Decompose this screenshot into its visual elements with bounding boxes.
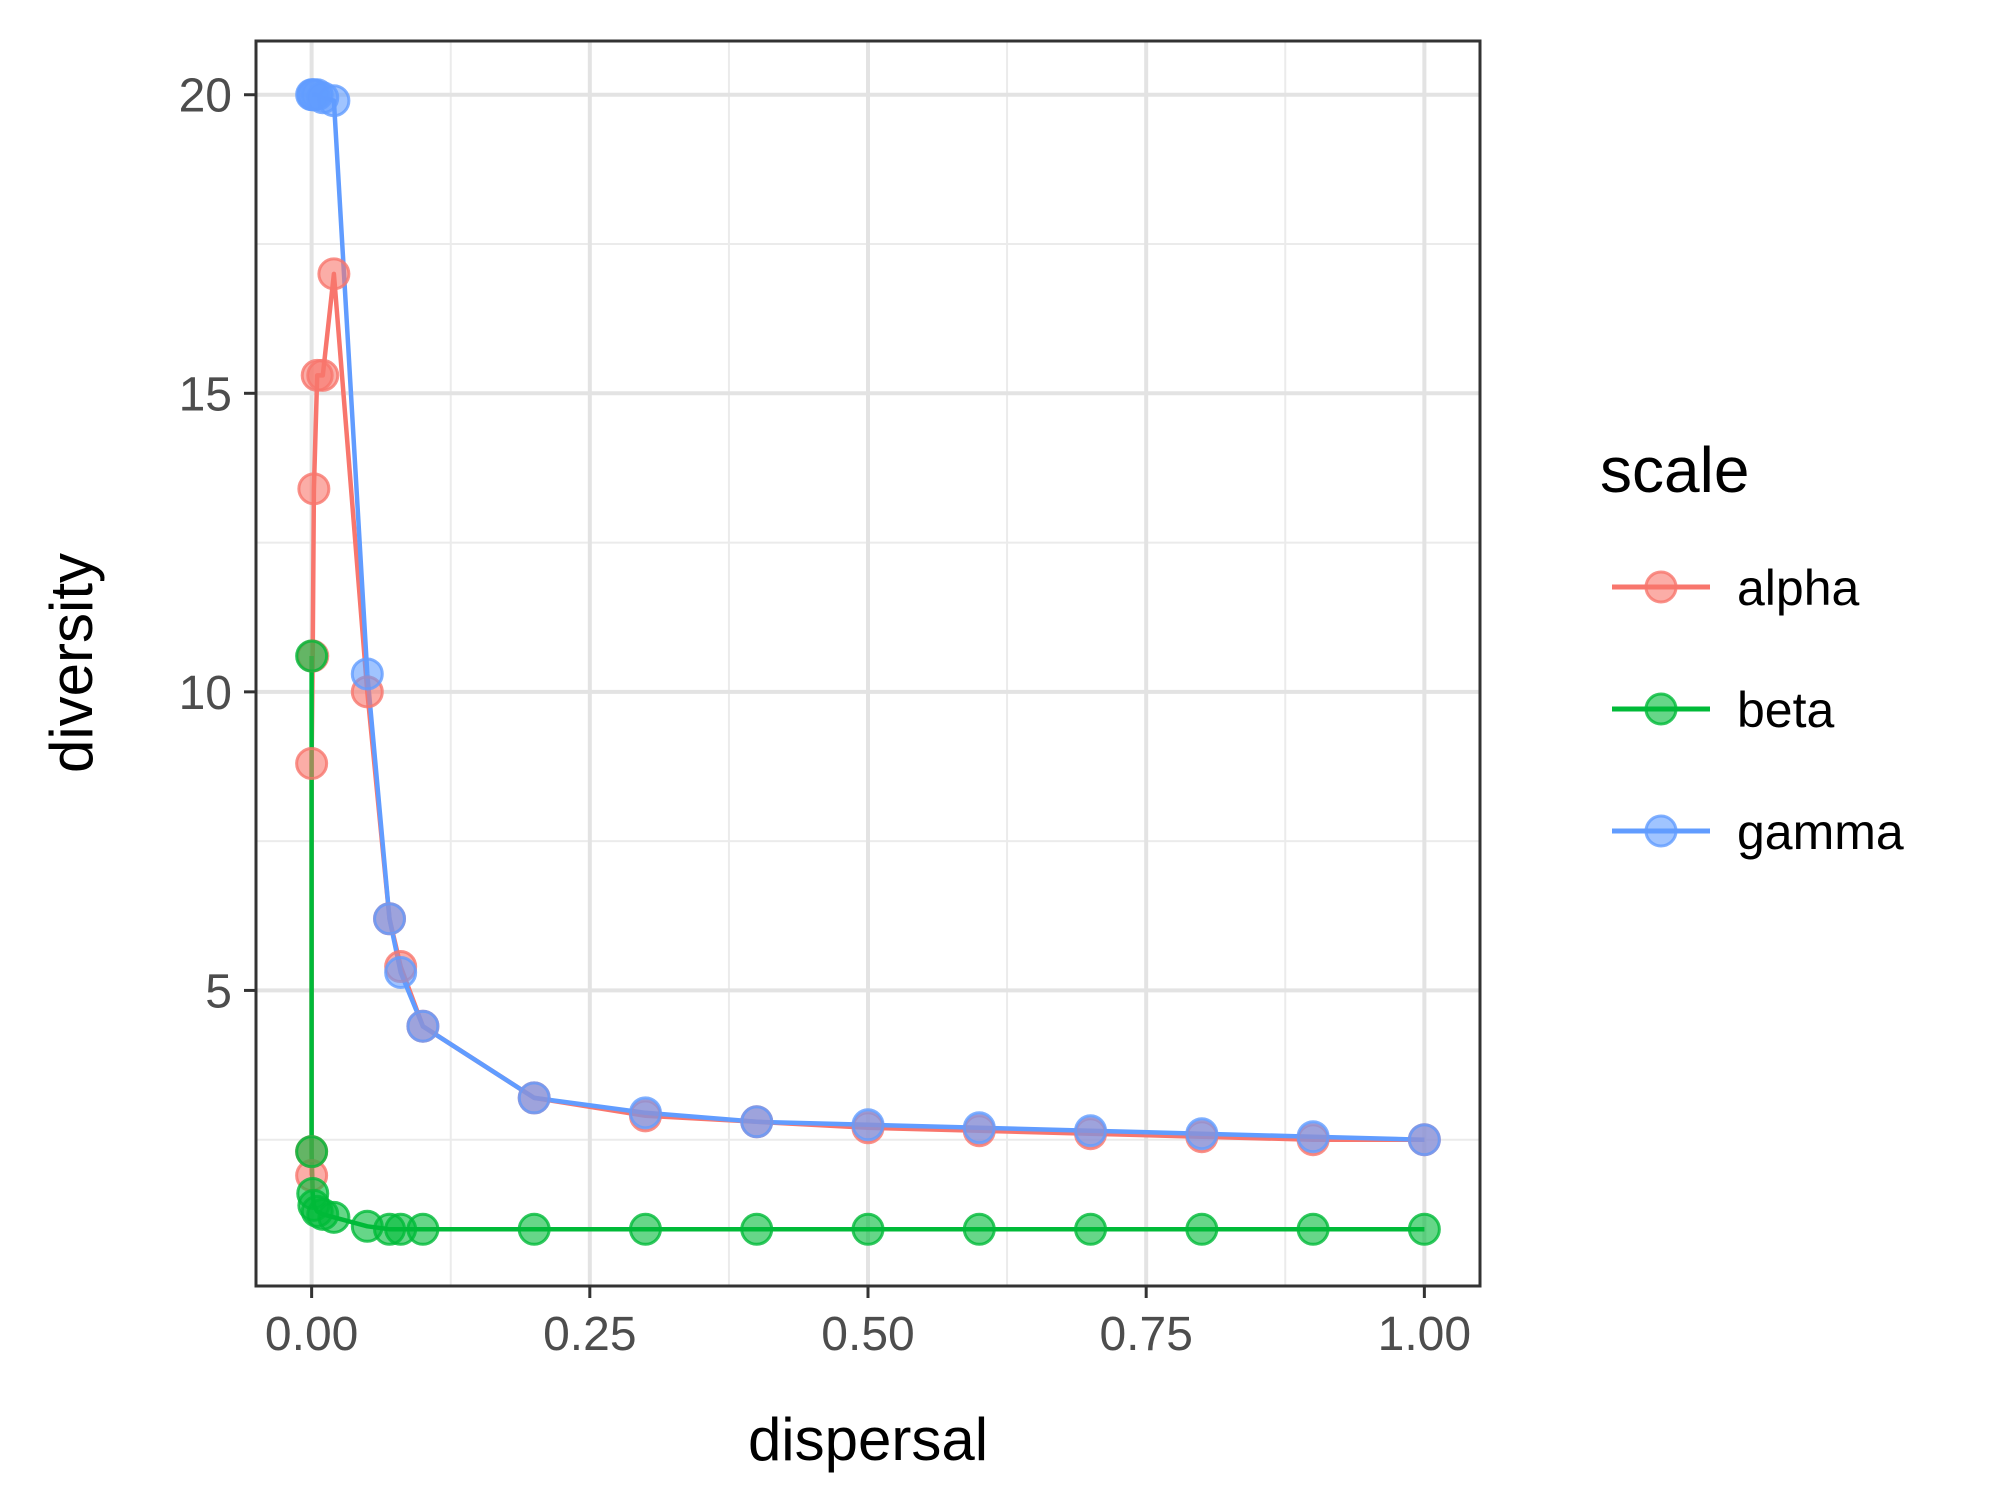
legend-label-gamma: gamma [1737, 804, 1904, 860]
x-tick-label: 1.00 [1378, 1308, 1471, 1361]
data-point-beta [1185, 1212, 1219, 1246]
y-axis: 5 10 15 20 [179, 70, 256, 1018]
data-point-beta [962, 1212, 996, 1246]
data-point-gamma [1296, 1120, 1330, 1154]
data-point-gamma [740, 1105, 774, 1139]
y-tick-label: 5 [205, 965, 232, 1018]
x-tick-label: 0.25 [543, 1308, 636, 1361]
y-tick-label: 20 [179, 70, 232, 123]
data-point-gamma [384, 956, 418, 990]
data-point-gamma [962, 1111, 996, 1145]
y-tick-label: 10 [179, 667, 232, 720]
legend: scale alpha beta gamma [1600, 434, 1904, 860]
data-point-beta [517, 1212, 551, 1246]
x-tick-label: 0.00 [265, 1308, 358, 1361]
data-point-alpha [297, 472, 331, 506]
data-point-beta [317, 1200, 351, 1234]
data-point-gamma [1074, 1114, 1108, 1148]
data-point-beta [1407, 1212, 1441, 1246]
legend-label-beta: beta [1737, 682, 1835, 738]
data-point-beta [295, 1135, 329, 1169]
data-point-beta [851, 1212, 885, 1246]
data-point-alpha [295, 747, 329, 781]
data-point-gamma [517, 1081, 551, 1115]
data-point-gamma [350, 657, 384, 691]
legend-key-point-beta [1644, 692, 1678, 726]
data-point-beta [740, 1212, 774, 1246]
data-point-gamma [317, 84, 351, 118]
data-point-beta [406, 1212, 440, 1246]
data-point-gamma [851, 1108, 885, 1142]
data-point-beta [1074, 1212, 1108, 1246]
data-point-gamma [373, 902, 407, 936]
data-point-gamma [1185, 1117, 1219, 1151]
legend-key-point-alpha [1644, 570, 1678, 604]
legend-label-alpha: alpha [1737, 560, 1860, 616]
x-tick-label: 0.75 [1099, 1308, 1192, 1361]
x-axis-title: dispersal [748, 1406, 988, 1473]
data-point-beta [295, 639, 329, 673]
x-axis: 0.00 0.25 0.50 0.75 1.00 [265, 1286, 1471, 1361]
data-point-alpha [306, 358, 340, 392]
data-point-beta [1296, 1212, 1330, 1246]
data-point-beta [628, 1212, 662, 1246]
data-point-gamma [628, 1096, 662, 1130]
data-point-gamma [406, 1009, 440, 1043]
data-point-alpha [317, 257, 351, 291]
data-point-gamma [1407, 1123, 1441, 1157]
legend-title: scale [1600, 434, 1749, 506]
major-gridlines [256, 41, 1480, 1286]
y-axis-title: diversity [38, 553, 105, 773]
series-points [295, 78, 1441, 1246]
y-tick-label: 15 [179, 368, 232, 421]
legend-key-point-gamma [1644, 814, 1678, 848]
x-tick-label: 0.50 [821, 1308, 914, 1361]
